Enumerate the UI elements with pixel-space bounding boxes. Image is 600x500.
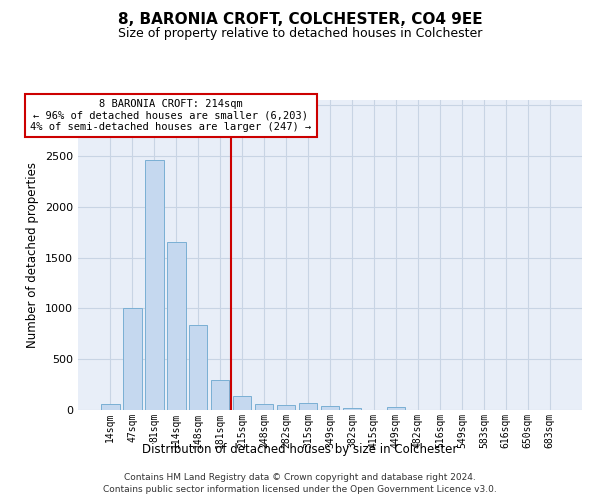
Text: 8, BARONIA CROFT, COLCHESTER, CO4 9EE: 8, BARONIA CROFT, COLCHESTER, CO4 9EE xyxy=(118,12,482,28)
Bar xyxy=(123,308,142,410)
Text: Distribution of detached houses by size in Colchester: Distribution of detached houses by size … xyxy=(142,442,458,456)
Text: Contains HM Land Registry data © Crown copyright and database right 2024.: Contains HM Land Registry data © Crown c… xyxy=(124,472,476,482)
Bar xyxy=(277,405,295,410)
Y-axis label: Number of detached properties: Number of detached properties xyxy=(26,162,40,348)
Bar xyxy=(299,403,317,410)
Bar xyxy=(211,380,229,410)
Bar xyxy=(145,160,164,410)
Bar xyxy=(233,396,251,410)
Text: 8 BARONIA CROFT: 214sqm
← 96% of detached houses are smaller (6,203)
4% of semi-: 8 BARONIA CROFT: 214sqm ← 96% of detache… xyxy=(30,99,311,132)
Bar xyxy=(320,406,340,410)
Bar xyxy=(189,324,208,410)
Bar xyxy=(101,404,119,410)
Text: Contains public sector information licensed under the Open Government Licence v3: Contains public sector information licen… xyxy=(103,485,497,494)
Bar xyxy=(167,242,185,410)
Bar xyxy=(343,408,361,410)
Bar xyxy=(255,404,274,410)
Text: Size of property relative to detached houses in Colchester: Size of property relative to detached ho… xyxy=(118,28,482,40)
Bar xyxy=(386,407,405,410)
